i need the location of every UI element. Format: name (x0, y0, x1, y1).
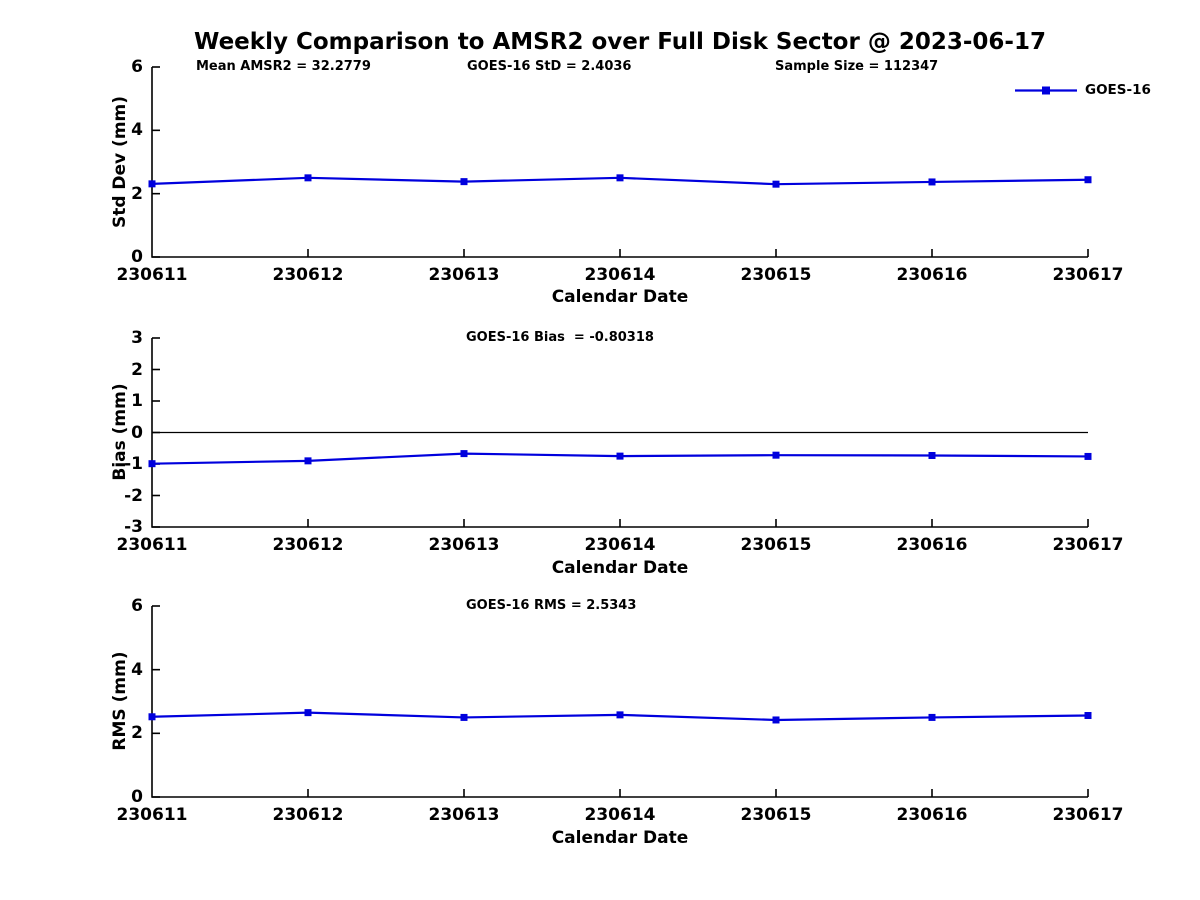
data-point-marker (148, 713, 156, 721)
x-tick-label: 230616 (896, 805, 968, 825)
axis-spines (151, 67, 1088, 258)
data-point-marker (616, 452, 624, 460)
y-tick-label: 4 (131, 120, 143, 141)
data-point-marker (304, 174, 312, 182)
x-tick-label: 230611 (116, 265, 188, 285)
subplot-2 (148, 605, 1092, 798)
subplot-0 (148, 66, 1092, 258)
y-tick-label: 0 (131, 422, 143, 443)
x-tick-label: 230615 (740, 265, 812, 285)
y-tick-label: 0 (131, 787, 143, 807)
x-tick-label: 230612 (272, 535, 344, 555)
annotation-goes16-bias: GOES-16 Bias = -0.80318 (466, 330, 654, 345)
annotation-mean-amsr2: Mean AMSR2 = 32.2779 (196, 59, 371, 74)
x-tick-label: 230615 (740, 805, 812, 825)
data-point-marker (772, 180, 780, 188)
axis-spines (151, 606, 1088, 798)
y-tick-label: 2 (131, 359, 143, 380)
x-tick-label: 230613 (428, 535, 500, 555)
y-tick-label: -2 (124, 485, 143, 506)
x-tick-label: 230611 (116, 535, 188, 555)
data-point-marker (304, 457, 312, 465)
data-point-marker (1084, 712, 1092, 720)
data-point-marker (304, 709, 312, 717)
y-tick-label: 1 (131, 391, 143, 411)
x-axis-label-middle: Calendar Date (551, 558, 689, 578)
figure-title: Weekly Comparison to AMSR2 over Full Dis… (194, 29, 1046, 55)
x-tick-label: 230614 (584, 265, 656, 285)
x-tick-label: 230617 (1052, 805, 1124, 825)
data-point-marker (772, 716, 780, 724)
y-tick-label: 2 (131, 183, 143, 204)
x-tick-label: 230613 (428, 805, 500, 825)
legend-square-marker-icon (1042, 86, 1050, 94)
y-tick-label: -3 (124, 517, 143, 537)
annotation-goes16-std: GOES-16 StD = 2.4036 (467, 59, 632, 74)
data-point-marker (616, 174, 624, 182)
data-point-marker (928, 713, 936, 721)
legend-line-sample (1015, 86, 1077, 94)
y-tick-label: 6 (131, 57, 143, 77)
data-point-marker (928, 451, 936, 459)
legend: GOES-16 (1015, 82, 1151, 98)
data-point-marker (460, 178, 468, 186)
y-tick-label: 6 (131, 596, 143, 616)
x-tick-label: 230615 (740, 535, 812, 555)
x-tick-label: 230613 (428, 265, 500, 285)
x-tick-label: 230611 (116, 805, 188, 825)
y-tick-label: 2 (131, 723, 143, 744)
x-tick-label: 230617 (1052, 535, 1124, 555)
annotation-goes16-rms: GOES-16 RMS = 2.5343 (466, 598, 637, 613)
data-point-marker (616, 711, 624, 719)
subplot-1 (148, 337, 1092, 528)
x-tick-label: 230614 (584, 805, 656, 825)
data-point-marker (460, 713, 468, 721)
data-point-marker (460, 450, 468, 458)
x-axis-label-bottom: Calendar Date (551, 828, 689, 848)
x-tick-label: 230614 (584, 535, 656, 555)
data-point-marker (1084, 452, 1092, 460)
data-point-marker (148, 180, 156, 188)
x-tick-label: 230616 (896, 265, 968, 285)
x-tick-label: 230612 (272, 805, 344, 825)
x-tick-label: 230617 (1052, 265, 1124, 285)
y-tick-label: -1 (124, 454, 143, 474)
data-point-marker (928, 178, 936, 186)
y-tick-label: 4 (131, 659, 143, 680)
data-point-marker (148, 460, 156, 468)
annotation-sample-size: Sample Size = 112347 (775, 59, 939, 74)
data-point-marker (772, 451, 780, 459)
x-tick-label: 230612 (272, 265, 344, 285)
y-tick-label: 0 (131, 247, 143, 267)
data-point-marker (1084, 176, 1092, 184)
y-tick-label: 3 (131, 328, 143, 348)
legend-label: GOES-16 (1085, 82, 1151, 98)
x-axis-label-top: Calendar Date (551, 287, 689, 307)
x-tick-label: 230616 (896, 535, 968, 555)
